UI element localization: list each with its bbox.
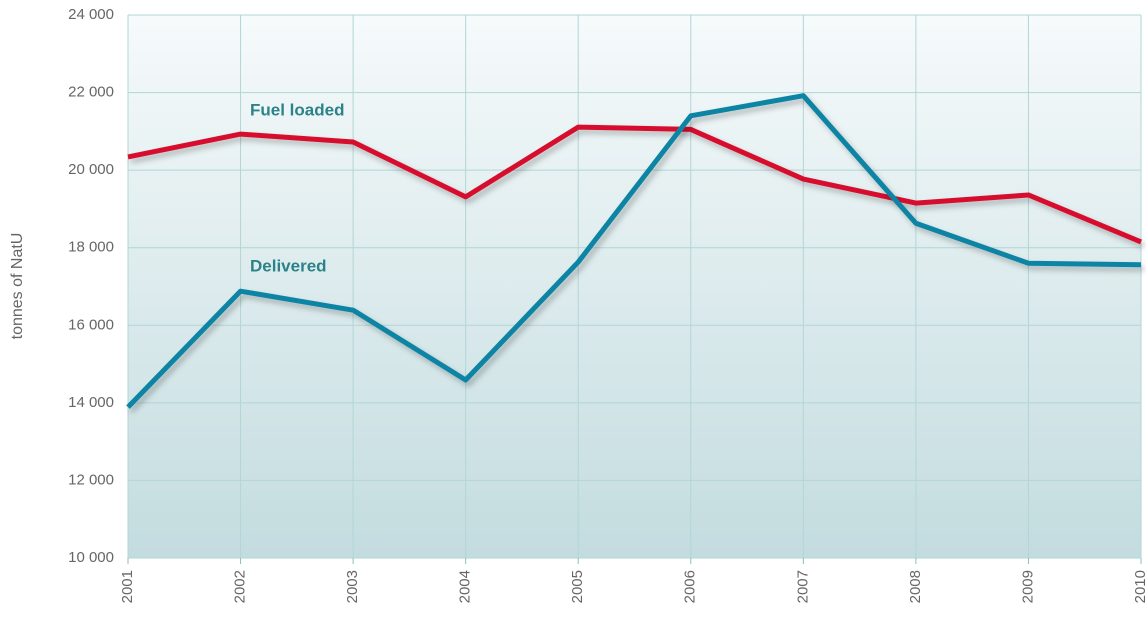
x-tick-label: 2003 (344, 570, 361, 603)
x-tick-label: 2007 (794, 570, 811, 603)
y-tick-label: 24 000 (68, 6, 114, 23)
y-axis-label: tonnes of NatU (9, 233, 26, 340)
x-tick-label: 2002 (232, 570, 249, 603)
y-tick-label: 18 000 (68, 239, 114, 256)
y-tick-label: 14 000 (68, 394, 114, 411)
line-series (126, 93, 1142, 409)
plot-area (128, 15, 1141, 558)
x-tick-label: 2008 (907, 570, 924, 603)
y-tick-label: 22 000 (68, 84, 114, 101)
line-series (127, 124, 1142, 245)
x-tick-label: 2010 (1132, 570, 1146, 603)
y-tick-label: 20 000 (68, 161, 114, 178)
y-tick-label: 10 000 (68, 549, 114, 566)
x-tick-label: 2001 (119, 570, 136, 603)
x-tick-label: 2005 (569, 570, 586, 603)
y-tick-label: 16 000 (68, 316, 114, 333)
series-label: Delivered (250, 256, 327, 275)
x-tick-label: 2006 (682, 570, 699, 603)
x-tick-label: 2009 (1019, 570, 1036, 603)
x-tick-label: 2004 (457, 570, 474, 603)
y-tick-label: 12 000 (68, 471, 114, 488)
series-label: Fuel loaded (250, 100, 344, 119)
